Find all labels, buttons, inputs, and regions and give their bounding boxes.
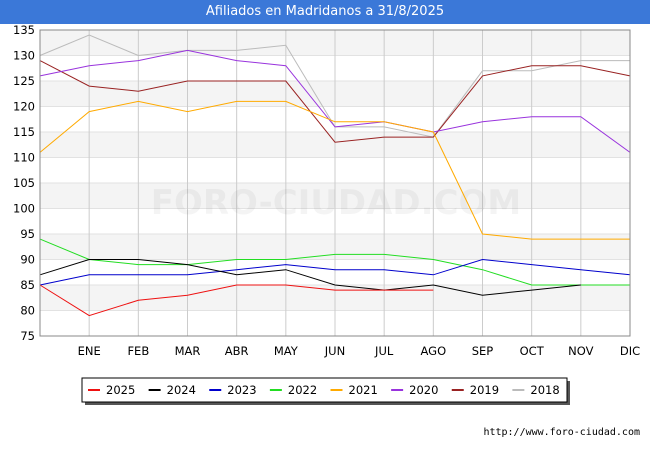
series-line-2022 bbox=[39, 238, 630, 286]
legend-label-2021: 2021 bbox=[349, 383, 378, 397]
legend-box bbox=[81, 377, 568, 403]
series-line-2021 bbox=[39, 100, 630, 240]
source-url: http://www.foro-ciudad.com bbox=[483, 427, 640, 438]
series-line-2019 bbox=[39, 60, 631, 143]
x-tick-label: OCT bbox=[520, 344, 545, 358]
x-tick-label: JUL bbox=[374, 344, 394, 358]
y-tick-label: 110 bbox=[13, 151, 35, 165]
series-line-2023 bbox=[39, 258, 631, 286]
x-tick-label: SEP bbox=[472, 344, 494, 358]
legend-label-2020: 2020 bbox=[409, 383, 438, 397]
legend-label-2019: 2019 bbox=[470, 383, 499, 397]
y-tick-label: 95 bbox=[20, 227, 35, 241]
y-tick-label: 130 bbox=[13, 49, 35, 63]
x-tick-label: DIC bbox=[620, 344, 640, 358]
legend-label-2022: 2022 bbox=[288, 383, 317, 397]
legend-label-2024: 2024 bbox=[167, 383, 196, 397]
x-tick-label: MAR bbox=[175, 344, 201, 358]
legend: 2025 2024 2023 2022 2021 2020 2019 2018 bbox=[81, 377, 570, 405]
x-tick-label: MAY bbox=[274, 344, 299, 358]
y-tick-label: 100 bbox=[13, 202, 35, 216]
chart-title: Afiliados en Madridanos a 31/8/2025 bbox=[0, 0, 650, 24]
legend-label-2023: 2023 bbox=[227, 383, 256, 397]
y-tick-label: 135 bbox=[13, 24, 35, 37]
x-tick-label: FEB bbox=[127, 344, 149, 358]
x-tick-label: ABR bbox=[225, 344, 249, 358]
y-tick-label: 120 bbox=[13, 100, 35, 114]
y-tick-label: 90 bbox=[20, 253, 35, 267]
x-tick-label: AGO bbox=[421, 344, 447, 358]
x-tick-label: NOV bbox=[568, 344, 593, 358]
watermark: FORO-CIUDAD.COM bbox=[151, 183, 522, 223]
y-tick-label: 85 bbox=[20, 278, 35, 292]
series-lines bbox=[39, 34, 631, 317]
y-tick-label: 125 bbox=[13, 74, 35, 88]
x-tick-label: JUN bbox=[324, 344, 345, 358]
series-line-2020 bbox=[39, 49, 631, 153]
x-tick-label: ENE bbox=[78, 344, 101, 358]
y-axis-ticks: 75 80 85 90 95 100 105 110 115 120 125 130 135 bbox=[13, 24, 35, 343]
series-line-2024 bbox=[39, 259, 581, 296]
series-line-2025 bbox=[39, 284, 434, 317]
line-chart: FORO-CIUDAD.COM 75 80 85 90 95 100 105 110 115 12… bbox=[13, 24, 641, 405]
x-axis-ticks: ENE FEB MAR ABR MAY JUN JUL AGO SEP OCT NOV DIC bbox=[78, 344, 641, 358]
y-tick-label: 115 bbox=[13, 125, 35, 139]
legend-label-2018: 2018 bbox=[530, 383, 559, 397]
y-tick-label: 75 bbox=[20, 329, 35, 343]
y-tick-label: 80 bbox=[20, 304, 35, 318]
legend-label-2025: 2025 bbox=[106, 383, 135, 397]
plot-frame bbox=[39, 29, 631, 337]
y-tick-label: 105 bbox=[13, 176, 35, 190]
